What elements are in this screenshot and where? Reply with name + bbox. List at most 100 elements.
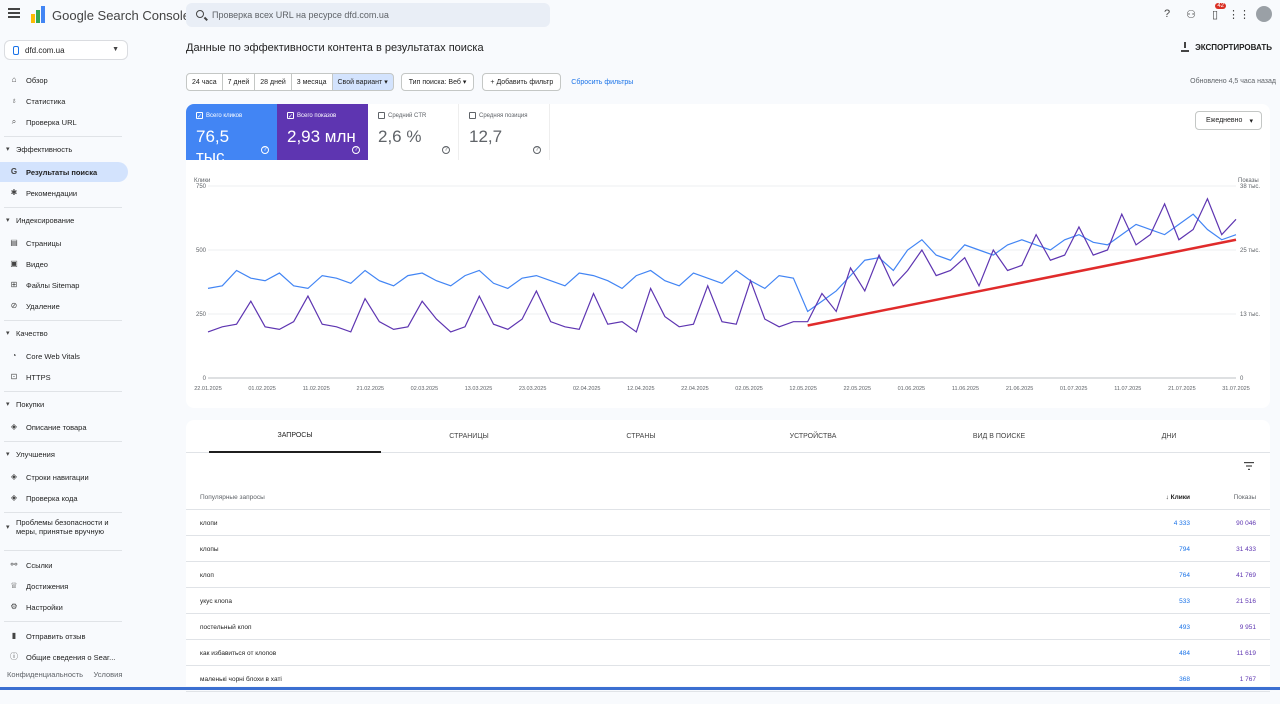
clicks-cell: 4 333 [1173,520,1190,527]
query-cell: клопы [200,546,219,553]
property-icon [13,46,19,55]
sidebar-item[interactable]: ⊡ HTTPS [0,367,128,387]
sidebar-item[interactable]: ⊘ Удаление [0,296,128,316]
sidebar-item-label: Рекомендации [26,188,78,198]
sidebar-item[interactable]: ⌕ Проверка URL [0,112,128,132]
help-icon[interactable]: ? [261,146,269,154]
tab-search-appearance[interactable]: ВИД В ПОИСКЕ [972,433,1026,440]
header-clicks-label: Клики [1170,494,1190,501]
sidebar-item[interactable]: ♕ Достижения [0,576,128,596]
avatar[interactable] [1256,6,1272,22]
performance-chart: Клики Показы 750 38 тыс. 500 25 тыс. 250 13 тыс… [194,178,1260,392]
impressions-cell: 11 619 [1236,650,1256,657]
left-axis-label: Клики [194,178,210,184]
period-7d[interactable]: 7 дней [221,73,256,91]
help-icon[interactable]: ? [533,146,541,154]
privacy-link[interactable]: Конфиденциальность [7,670,84,679]
metric-impressions[interactable]: ✓ Всего показов 2,93 млн ? [277,104,368,160]
clicks-cell: 484 [1179,650,1190,657]
page-title: Данные по эффективности контента в резул… [186,42,484,54]
sidebar-item[interactable]: ⚯ Ссылки [0,555,128,575]
left-tick-label: 0 [203,376,207,382]
add-filter-button[interactable]: + Добавить фильтр [482,73,562,91]
sidebar-section[interactable]: Индексирование [0,212,128,228]
notifications-icon[interactable]: ▯ 42 [1211,3,1226,21]
search-type-filter[interactable]: Тип поиска: Веб ▾ [400,73,475,91]
sidebar-item[interactable]: ◈ Описание товара [0,417,128,437]
help-icon[interactable]: ? [1163,8,1171,20]
table-row[interactable]: укус клопа 533 21 516 [186,588,1270,614]
period-24h[interactable]: 24 часа [186,73,223,91]
property-selector[interactable]: dfd.com.ua ▼ [4,40,128,60]
period-custom[interactable]: Свой вариант ▾ [331,73,394,91]
metric-clicks-value: 76,5 тыс. [196,127,230,166]
terms-link[interactable]: Условия [93,670,123,679]
menu-icon[interactable] [8,8,20,18]
diamond-icon: ◈ [10,422,18,431]
x-tick-label: 11.07.2025 [1114,386,1141,392]
tab-days[interactable]: ДНИ [1161,433,1177,440]
header-queries[interactable]: Популярные запросы [200,494,265,501]
table-row[interactable]: клоп 764 41 769 [186,562,1270,588]
sidebar-section[interactable]: Эффективность [0,141,128,157]
sidebar-section[interactable]: Качество [0,325,128,341]
divider [4,320,122,321]
impressions-cell: 21 516 [1236,598,1256,605]
metric-clicks[interactable]: ✓ Всего кликов 76,5 тыс. ? [186,104,277,166]
sidebar-item[interactable]: ✱ Рекомендации [0,183,128,203]
tab-pages[interactable]: СТРАНИЦЫ [449,433,489,440]
sidebar-item[interactable]: ⊞ Файлы Sitemap [0,275,128,295]
sidebar-item[interactable]: ◈ Проверка кода [0,488,128,508]
sidebar-section[interactable]: Улучшения [0,446,128,462]
period-3m[interactable]: 3 месяца [290,73,333,91]
table-row[interactable]: клопы 794 31 433 [186,536,1270,562]
url-inspection-search[interactable]: Проверка всех URL на ресурсе dfd.com.ua [186,3,550,27]
checkbox-icon: ✓ [287,112,294,120]
query-cell: клоп [200,572,214,579]
sidebar-item[interactable]: ⓘ Общие сведения о Sear... [0,647,128,667]
tab-countries[interactable]: СТРАНЫ [626,433,656,440]
manage-users-icon[interactable]: ⚇ [1186,8,1196,21]
table-row[interactable]: клопи 4 333 90 046 [186,510,1270,536]
clicks-cell: 368 [1179,676,1190,683]
metric-position[interactable]: Средняя позиция 12,7 ? [459,104,550,160]
period-28d[interactable]: 28 дней [254,73,292,91]
table-row[interactable]: постельный клоп 493 9 951 [186,614,1270,640]
metric-ctr[interactable]: Средний CTR 2,6 % ? [368,104,459,160]
download-icon [1181,42,1190,52]
table-row[interactable]: маленькі чорні блохи в хаті 368 1 767 [186,666,1270,692]
help-icon[interactable]: ? [352,146,360,154]
help-icon[interactable]: ? [442,146,450,154]
export-button[interactable]: ЭКСПОРТИРОВАТЬ [1181,42,1272,52]
filter-icon[interactable] [1244,462,1254,470]
sidebar-item[interactable]: ▤ Страницы [0,233,128,253]
app-title: Google Search Console [52,8,191,23]
sidebar-item-label: Проверка кода [26,493,78,503]
table-row[interactable]: как избавиться от клопов 484 11 619 [186,640,1270,666]
tab-queries[interactable]: ЗАПРОСЫ [209,420,381,453]
apps-icon[interactable]: ⋮⋮ [1228,8,1250,21]
header-clicks[interactable]: ↓ Клики [1165,494,1190,501]
x-tick-label: 22.01.2025 [194,386,222,392]
sidebar-item[interactable]: ▣ Видео [0,254,128,274]
sidebar-item[interactable]: ♁ Статистика [0,91,128,111]
granularity-dropdown[interactable]: Ежедневно [1195,111,1262,130]
divider [4,550,122,551]
reset-filters-link[interactable]: Сбросить фильтры [571,78,634,86]
sidebar-section[interactable]: Покупки [0,396,128,412]
sidebar-item[interactable]: ⌂ Обзор [0,70,128,90]
header-impressions[interactable]: Показы [1233,494,1256,501]
checkbox-icon: ✓ [196,112,203,120]
sidebar-item[interactable]: G Результаты поиска [0,162,128,182]
metric-ctr-label: Средний CTR [388,112,427,119]
x-tick-label: 23.03.2025 [519,386,547,392]
x-tick-label: 12.04.2025 [627,386,655,392]
sidebar-item[interactable]: ⚙ Настройки [0,597,128,617]
feedback-icon: ▮ [11,631,17,640]
sidebar-item[interactable]: ◈ Строки навигации [0,467,128,487]
divider [4,512,122,513]
sidebar-item[interactable]: ▮ Отправить отзыв [0,626,128,646]
sidebar-item[interactable]: ◔ Core Web Vitals [0,346,128,366]
tab-devices[interactable]: УСТРОЙСТВА [789,433,837,440]
